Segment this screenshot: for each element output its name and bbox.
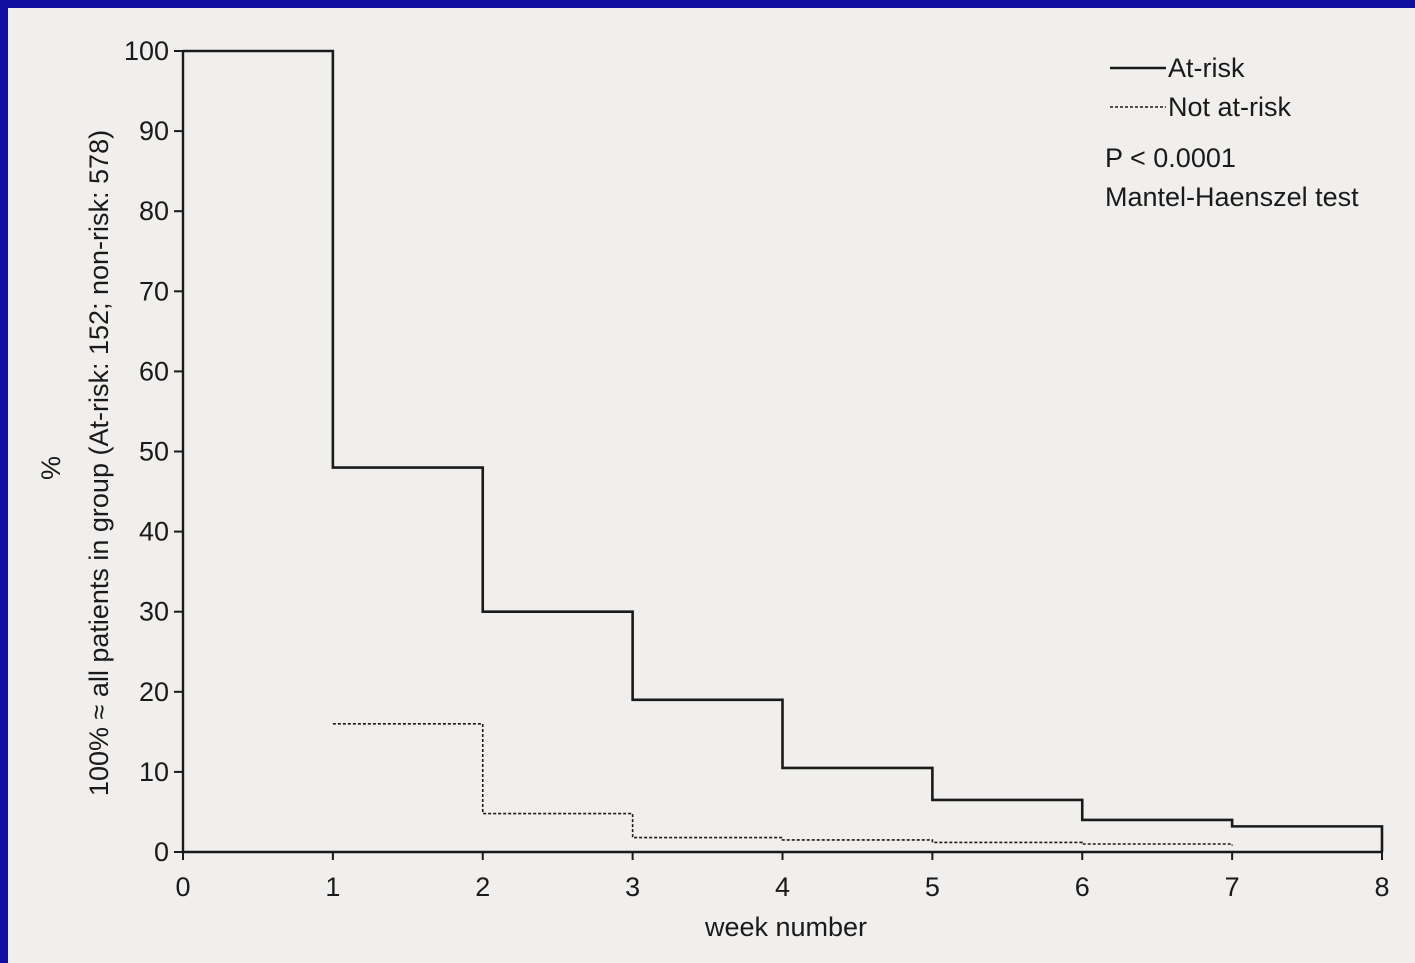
chart-panel: 0 10 20 30 40 50 60 70 80 90 100 0 1 2 3 4 5 6 7 8 week nu…	[8, 8, 1415, 963]
x-tick-label: 0	[175, 872, 190, 902]
y-tick-label: 30	[139, 597, 169, 627]
axes	[181, 51, 1382, 854]
y-tick-label: 10	[139, 757, 169, 787]
x-tick-label: 2	[475, 872, 490, 902]
x-tick-label: 3	[625, 872, 640, 902]
y-axis-label-percent: %	[36, 456, 66, 480]
y-tick-label: 20	[139, 677, 169, 707]
x-axis-label: week number	[704, 912, 867, 942]
y-tick-label: 50	[139, 437, 169, 467]
x-tick-label: 1	[325, 872, 340, 902]
x-tick-label: 8	[1374, 872, 1389, 902]
y-axis-ticks: 0 10 20 30 40 50 60 70 80 90 100	[124, 36, 183, 867]
test-name-annotation: Mantel-Haenszel test	[1105, 182, 1359, 212]
y-tick-label: 60	[139, 356, 169, 386]
series-line-not-at-risk	[332, 723, 1233, 846]
series-layer	[183, 49, 1384, 852]
km-step-chart: 0 10 20 30 40 50 60 70 80 90 100 0 1 2 3 4 5 6 7 8 week nu…	[36, 36, 1390, 942]
x-tick-label: 6	[1075, 872, 1090, 902]
y-tick-label: 0	[154, 837, 169, 867]
p-value-annotation: P < 0.0001	[1105, 143, 1236, 173]
y-tick-label: 100	[124, 36, 169, 66]
legend: At-risk Not at-risk	[1110, 53, 1292, 122]
x-axis-ticks: 0 1 2 3 4 5 6 7 8	[175, 852, 1390, 902]
y-tick-label: 90	[139, 116, 169, 146]
x-tick-label: 4	[775, 872, 790, 902]
x-tick-label: 7	[1225, 872, 1240, 902]
y-tick-label: 40	[139, 517, 169, 547]
x-tick-label: 5	[925, 872, 940, 902]
series-line-at-risk	[183, 49, 1384, 852]
y-axis-label: 100% ≈ all patients in group (At-risk: 1…	[84, 130, 114, 796]
legend-label-not-at-risk: Not at-risk	[1168, 92, 1292, 122]
legend-label-at-risk: At-risk	[1168, 53, 1245, 83]
y-tick-label: 70	[139, 276, 169, 306]
y-tick-label: 80	[139, 196, 169, 226]
